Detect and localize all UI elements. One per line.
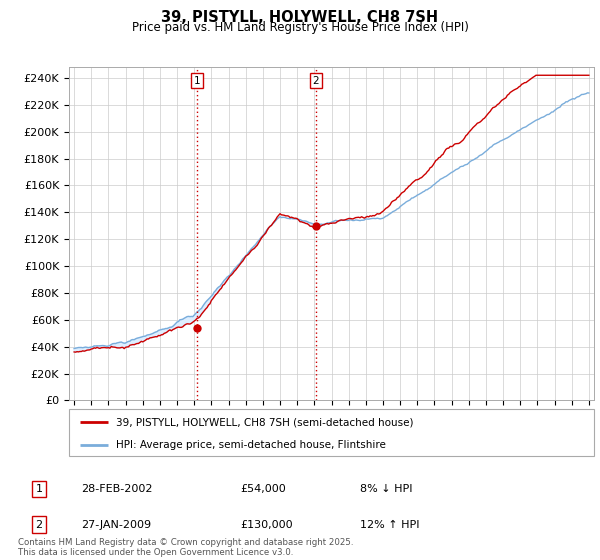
Text: 8% ↓ HPI: 8% ↓ HPI bbox=[360, 484, 413, 494]
Text: 2: 2 bbox=[313, 76, 319, 86]
Text: 28-FEB-2002: 28-FEB-2002 bbox=[81, 484, 152, 494]
Text: 1: 1 bbox=[194, 76, 200, 86]
Text: £54,000: £54,000 bbox=[240, 484, 286, 494]
Text: 12% ↑ HPI: 12% ↑ HPI bbox=[360, 520, 419, 530]
Text: 27-JAN-2009: 27-JAN-2009 bbox=[81, 520, 151, 530]
Text: HPI: Average price, semi-detached house, Flintshire: HPI: Average price, semi-detached house,… bbox=[116, 440, 386, 450]
Text: 1: 1 bbox=[35, 484, 43, 494]
Text: 39, PISTYLL, HOLYWELL, CH8 7SH: 39, PISTYLL, HOLYWELL, CH8 7SH bbox=[161, 10, 439, 25]
Text: 39, PISTYLL, HOLYWELL, CH8 7SH (semi-detached house): 39, PISTYLL, HOLYWELL, CH8 7SH (semi-det… bbox=[116, 417, 414, 427]
Text: 2: 2 bbox=[35, 520, 43, 530]
FancyBboxPatch shape bbox=[69, 409, 594, 456]
Text: £130,000: £130,000 bbox=[240, 520, 293, 530]
Text: Contains HM Land Registry data © Crown copyright and database right 2025.
This d: Contains HM Land Registry data © Crown c… bbox=[18, 538, 353, 557]
Text: Price paid vs. HM Land Registry's House Price Index (HPI): Price paid vs. HM Land Registry's House … bbox=[131, 21, 469, 34]
